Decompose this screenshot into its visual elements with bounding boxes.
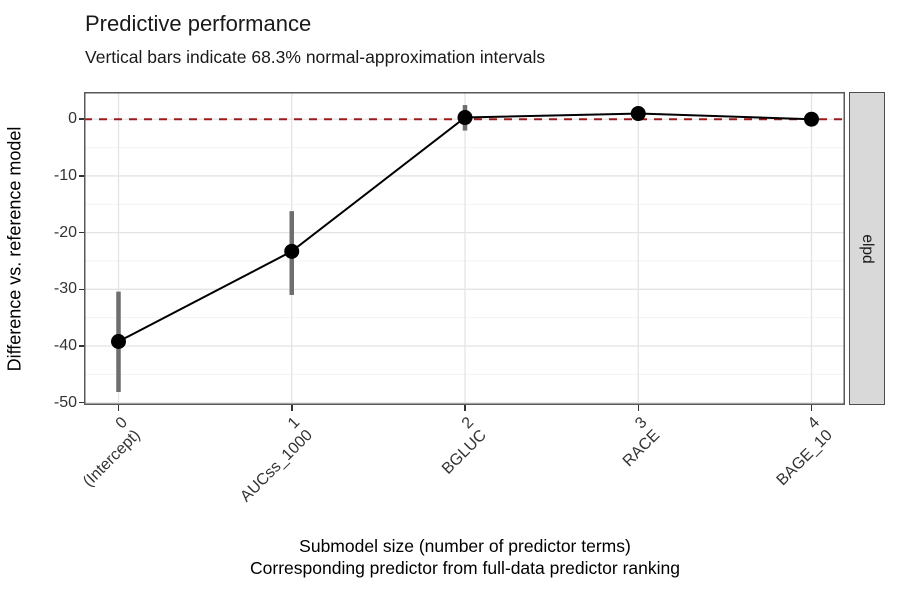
x-tick-mark [464, 405, 466, 411]
y-tick-mark [78, 401, 84, 404]
y-tick-label: 0 [68, 110, 77, 128]
y-tick-label: -20 [53, 223, 77, 241]
y-axis-title: Difference vs. reference model [4, 126, 25, 372]
x-tick-mark [810, 405, 813, 411]
x-axis-title-line1: Submodel size (number of predictor terms… [299, 536, 631, 556]
x-tick-mark [291, 405, 293, 411]
plot-svg [84, 92, 845, 405]
x-tick-label: 2 BGLUC [426, 414, 490, 478]
data-point [457, 110, 473, 126]
y-tick-label: -30 [53, 280, 77, 298]
chart-subtitle: Vertical bars indicate 68.3% normal-appr… [85, 47, 546, 67]
x-tick-mark [117, 405, 120, 411]
x-tick-label: 4 BAGE_10 [761, 414, 837, 490]
chart-title: Predictive performance [85, 11, 312, 36]
x-tick-label: 3 RACE [607, 414, 664, 471]
y-tick-mark [78, 345, 84, 347]
facet-strip-label: elpd [859, 234, 876, 264]
facet-strip [849, 92, 885, 405]
data-point [630, 106, 646, 122]
y-tick-label: -50 [53, 393, 77, 411]
y-tick-mark [78, 231, 84, 234]
data-point [284, 243, 300, 259]
y-tick-mark [78, 118, 84, 120]
data-point [804, 111, 819, 127]
y-tick-mark [78, 175, 84, 177]
panel-border [84, 92, 845, 405]
x-tick-label: 0 (Intercept) [67, 414, 144, 491]
y-tick-label: -10 [53, 166, 77, 184]
x-tick-label: 1 AUCss_1000 [225, 414, 317, 506]
x-tick-mark [637, 405, 639, 411]
y-tick-mark [78, 288, 84, 291]
x-axis-title: Submodel size (number of predictor terms… [115, 535, 815, 579]
data-point [111, 333, 126, 349]
plot-panel [84, 92, 845, 405]
x-axis-title-line2: Corresponding predictor from full-data p… [250, 558, 680, 578]
y-tick-label: -40 [53, 337, 77, 355]
